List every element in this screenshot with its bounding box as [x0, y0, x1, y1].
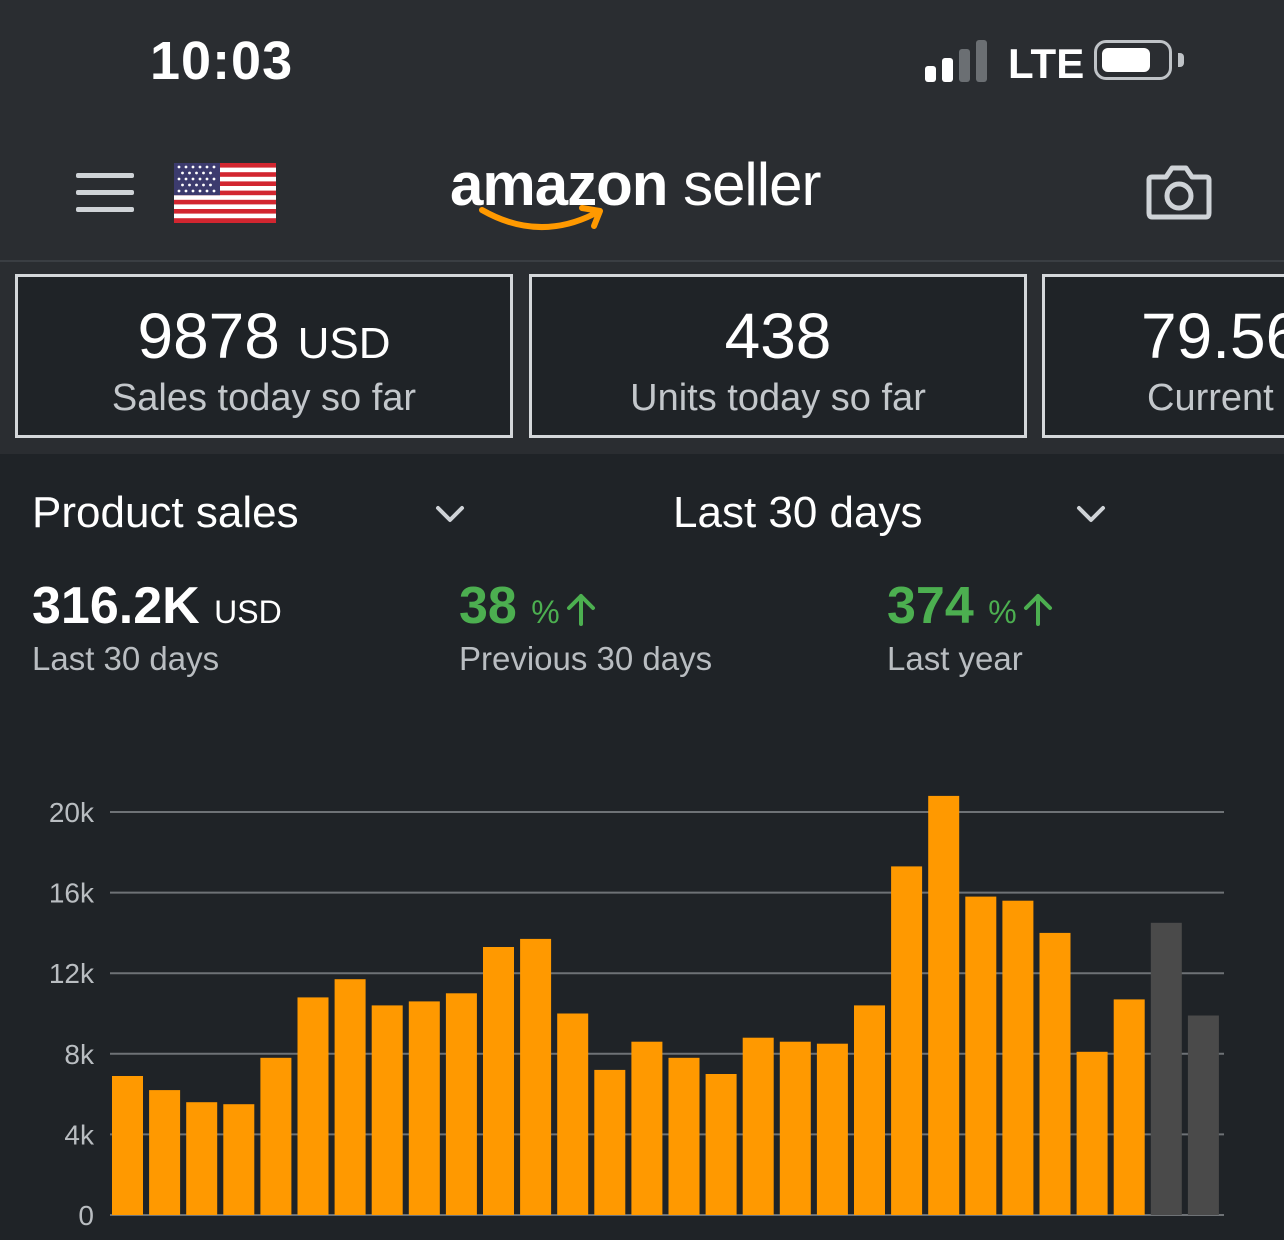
logo-suffix: seller [683, 151, 821, 218]
amazon-seller-logo: amazon seller [450, 150, 850, 240]
metric-previous-label: Previous 30 days [459, 640, 713, 677]
chart-bar[interactable] [334, 979, 366, 1215]
metric-total-unit: USD [214, 594, 282, 630]
status-time: 10:03 [150, 31, 294, 91]
carrier-label: LTE [1008, 40, 1085, 87]
chart-bar[interactable] [1039, 932, 1071, 1215]
chart-bar[interactable] [408, 1001, 440, 1215]
arrow-up-icon [566, 594, 595, 627]
chart-bar[interactable] [928, 795, 960, 1215]
y-tick-label: 20k [49, 797, 95, 828]
kpi-units-label: Units today so far [630, 377, 926, 419]
logo-brand: amazon [450, 151, 668, 218]
chart-bar[interactable] [891, 866, 923, 1215]
status-bar: 10:03 LTE [0, 0, 1284, 130]
kpi-value: 438 [532, 299, 1024, 373]
metric-last-year-value: 374 [887, 577, 974, 635]
bar-chart-svg: 0 4k 8k 12k 16k 20k [49, 795, 1224, 1231]
y-tick-label: 0 [78, 1200, 94, 1231]
kpi-strip: 9878 USD Sales today so far 438 Units to… [0, 262, 1284, 454]
camera-icon[interactable] [1146, 163, 1212, 221]
metric-previous-unit: % [531, 594, 560, 630]
chart-bar[interactable] [965, 896, 997, 1215]
chart-bar[interactable] [223, 1104, 255, 1215]
chart-bar[interactable] [483, 947, 514, 1215]
kpi-sales-value: 9878 [137, 300, 280, 372]
metric-total-label: Last 30 days [32, 640, 220, 677]
chart-bar[interactable] [1150, 922, 1182, 1215]
metric-total: 316.2K USD [32, 576, 282, 636]
chart-bar[interactable] [520, 938, 552, 1215]
kpi-card-units[interactable]: 438 Units today so far [529, 274, 1027, 438]
metric-previous: 38 % [459, 576, 596, 636]
metric-previous-value: 38 [459, 577, 517, 635]
chart-bar[interactable] [668, 1057, 700, 1215]
chart-bar[interactable] [445, 993, 477, 1215]
amazon-smile-icon [479, 205, 603, 230]
kpi-card-current[interactable]: 79.56 Current [1042, 274, 1284, 438]
y-tick-label: 16k [49, 878, 95, 909]
chart-bar[interactable] [149, 1090, 181, 1215]
metric-total-value: 316.2K [32, 577, 200, 635]
kpi-sales-unit: USD [297, 319, 391, 368]
chart-bar[interactable] [1002, 900, 1034, 1215]
chart-bar[interactable] [594, 1069, 626, 1215]
chart-bar[interactable] [816, 1043, 848, 1215]
chart-bar[interactable] [1187, 1015, 1219, 1216]
metric-last-year-unit: % [988, 594, 1017, 630]
y-tick-label: 8k [64, 1039, 95, 1070]
chart-bar[interactable] [371, 1005, 403, 1215]
app-header: amazon seller [0, 130, 1284, 262]
kpi-current-value: 79.56 [1141, 300, 1284, 372]
kpi-value: 79.56 [1045, 299, 1284, 373]
chart-bar[interactable] [1076, 1051, 1108, 1215]
kpi-current-label: Current [1147, 377, 1274, 419]
kpi-card-sales[interactable]: 9878 USD Sales today so far [15, 274, 513, 438]
chart-bar[interactable] [112, 1076, 143, 1215]
y-tick-label: 4k [64, 1119, 95, 1150]
chart-bar[interactable] [631, 1041, 663, 1215]
y-tick-label: 12k [49, 958, 95, 989]
battery-tip [1178, 53, 1184, 67]
chart-bar[interactable] [557, 1013, 589, 1216]
chart-bar[interactable] [260, 1057, 292, 1215]
chart-bar[interactable] [742, 1037, 774, 1215]
range-selector[interactable]: Last 30 days [673, 488, 923, 537]
us-flag-icon[interactable] [174, 163, 276, 223]
chart-bar[interactable] [854, 1005, 885, 1215]
kpi-units-value: 438 [724, 300, 832, 372]
metric-last-year: 374 % [887, 576, 1053, 636]
arrow-up-icon [1023, 594, 1052, 627]
battery-icon [1094, 40, 1172, 80]
chevron-down-icon[interactable] [434, 498, 466, 530]
signal-icon [925, 40, 991, 82]
chart-bar[interactable] [705, 1074, 737, 1215]
chart-bar[interactable] [186, 1102, 218, 1215]
product-sales-chart: 0 4k 8k 12k 16k 20k [0, 760, 1284, 1240]
kpi-sales-label: Sales today so far [111, 377, 417, 419]
metric-selector[interactable]: Product sales [32, 488, 299, 537]
chevron-down-icon[interactable] [1075, 498, 1107, 530]
chart-bar[interactable] [779, 1041, 811, 1215]
chart-bar[interactable] [297, 997, 329, 1215]
chart-bar[interactable] [1113, 999, 1145, 1215]
kpi-value: 9878 USD [18, 299, 510, 373]
metric-last-year-label: Last year [887, 640, 1023, 677]
hamburger-menu-icon[interactable] [76, 173, 134, 213]
